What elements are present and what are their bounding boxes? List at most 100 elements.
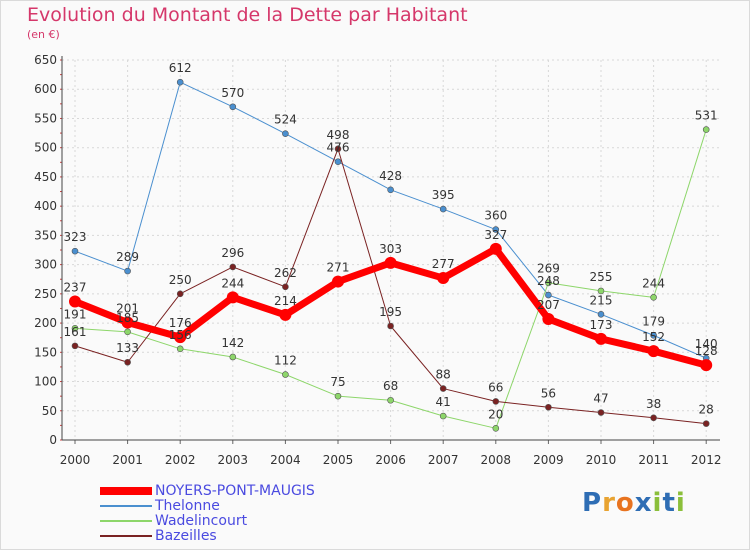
data-label: 128	[695, 344, 718, 358]
data-label: 20	[488, 407, 503, 421]
data-point	[595, 332, 607, 345]
data-label: 156	[169, 328, 192, 342]
data-label: 570	[221, 86, 244, 100]
y-tick-label: 650	[34, 53, 57, 67]
legend: NOYERS-PONT-MAUGIS Thelonne Wadelincourt Ba…	[100, 484, 400, 544]
data-label: 68	[383, 379, 398, 393]
data-point	[387, 396, 394, 404]
data-point	[332, 275, 344, 288]
legend-swatch	[100, 520, 152, 522]
data-point	[597, 409, 605, 416]
x-tick-label: 2005	[323, 453, 354, 467]
data-point	[439, 412, 447, 420]
data-label: 296	[221, 246, 244, 260]
data-point	[647, 345, 660, 358]
chart-title: Evolution du Montant de la Dette par Hab…	[27, 4, 468, 26]
data-label: 250	[169, 273, 192, 287]
data-point	[384, 256, 397, 269]
x-tick-label: 2007	[428, 453, 459, 467]
data-point	[226, 291, 239, 304]
data-point	[597, 287, 605, 295]
data-point	[387, 322, 394, 330]
y-tick-label: 550	[34, 111, 57, 125]
logo-letter: r	[602, 488, 616, 518]
data-point	[71, 325, 79, 332]
data-point	[282, 371, 289, 378]
data-label: 133	[116, 341, 139, 355]
data-point	[387, 186, 394, 194]
data-point	[702, 420, 710, 427]
x-tick-label: 2000	[60, 453, 91, 467]
y-tick-label: 400	[34, 199, 57, 213]
data-label: 66	[488, 380, 503, 394]
data-label: 255	[590, 270, 613, 284]
data-label: 185	[116, 311, 139, 325]
y-tick-label: 350	[34, 228, 57, 242]
legend-swatch	[100, 505, 152, 507]
x-tick-label: 2001	[112, 453, 143, 467]
x-tick-label: 2004	[270, 453, 301, 467]
data-point	[229, 353, 237, 361]
data-point	[176, 290, 184, 298]
logo-letter: i	[652, 488, 663, 518]
data-label: 201	[116, 301, 139, 315]
data-point	[121, 316, 134, 329]
data-label: 47	[593, 392, 608, 406]
logo-letter: i	[675, 488, 686, 518]
y-tick-label: 500	[34, 141, 57, 155]
data-point	[334, 158, 342, 166]
data-point	[492, 398, 500, 405]
chart-subtitle: (en €)	[27, 28, 60, 41]
data-point	[437, 272, 450, 285]
y-tick-label: 250	[34, 287, 57, 301]
data-label: 244	[642, 276, 665, 290]
x-tick-label: 2006	[375, 453, 406, 467]
data-point	[597, 311, 605, 318]
y-tick-label: 450	[34, 170, 57, 184]
legend-item: Thelonne	[100, 499, 400, 514]
data-label: 303	[379, 242, 402, 256]
data-label: 612	[169, 61, 192, 75]
data-label: 524	[274, 113, 297, 127]
x-tick-label: 2010	[586, 453, 617, 467]
data-label: 323	[64, 230, 87, 244]
x-tick-label: 2002	[165, 453, 196, 467]
data-point	[124, 328, 131, 336]
logo-letter: x	[634, 488, 653, 518]
data-label: 179	[642, 314, 665, 328]
data-point	[71, 342, 79, 350]
data-point	[282, 283, 289, 291]
data-label: 395	[432, 188, 455, 202]
legend-label: NOYERS-PONT-MAUGIS	[155, 483, 315, 499]
data-point	[545, 403, 552, 411]
data-label: 38	[646, 397, 661, 411]
data-point	[545, 291, 552, 299]
data-point	[229, 103, 237, 111]
data-label: 41	[436, 395, 451, 409]
data-label: 207	[537, 298, 560, 312]
data-point	[176, 78, 184, 86]
data-label: 498	[327, 128, 350, 142]
logo-letter: P	[582, 488, 603, 518]
proxiti-logo: Proxiti	[582, 488, 686, 518]
data-label: 237	[64, 280, 87, 294]
data-label: 215	[590, 293, 613, 307]
data-label: 88	[436, 368, 451, 382]
data-point	[542, 312, 555, 325]
data-point	[439, 205, 447, 213]
data-point	[650, 414, 657, 422]
legend-swatch	[100, 535, 152, 537]
data-label: 28	[699, 403, 714, 417]
legend-swatch	[100, 487, 152, 495]
data-point	[282, 130, 289, 137]
y-tick-label: 150	[34, 345, 57, 359]
y-tick-label: 200	[34, 316, 57, 330]
data-label: 191	[64, 307, 87, 321]
data-point	[492, 226, 500, 233]
data-point	[174, 331, 187, 344]
data-label: 428	[379, 169, 402, 183]
data-label: 248	[537, 274, 560, 288]
data-label: 173	[590, 318, 613, 332]
legend-label: Thelonne	[155, 498, 220, 514]
data-point	[124, 358, 131, 366]
